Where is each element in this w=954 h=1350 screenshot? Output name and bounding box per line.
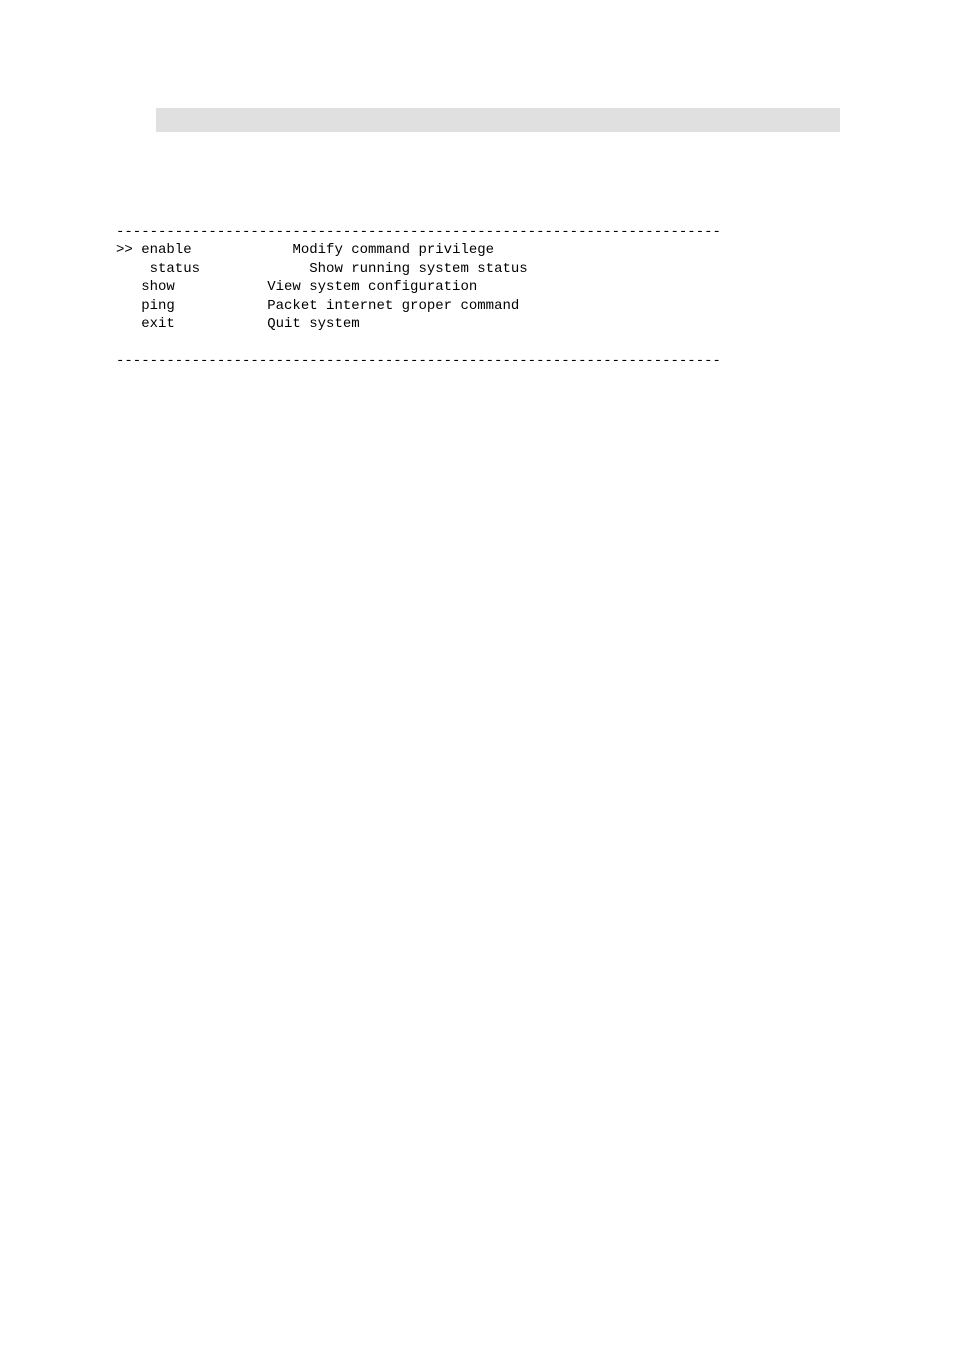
cmd-name: ping (116, 298, 175, 314)
terminal-output: ----------------------------------------… (116, 204, 838, 389)
cmd-desc: View system configuration (175, 279, 477, 295)
header-bar (156, 108, 840, 132)
cmd-row: exit Quit system (116, 315, 838, 334)
cmd-desc: Modify command privilege (192, 242, 494, 258)
page-container: ----------------------------------------… (0, 0, 954, 1350)
cmd-row: show View system configuration (116, 278, 838, 297)
cmd-desc: Show running system status (200, 261, 528, 277)
rule-bottom: ----------------------------------------… (116, 353, 721, 369)
rule-top: ----------------------------------------… (116, 224, 721, 240)
cmd-row: >> enable Modify command privilege (116, 241, 838, 260)
cmd-desc: Quit system (175, 316, 360, 332)
cmd-name: status (116, 261, 200, 277)
cmd-name: exit (116, 316, 175, 332)
cmd-row: ping Packet internet groper command (116, 297, 838, 316)
cmd-name: show (116, 279, 175, 295)
cmd-name: >> enable (116, 242, 192, 258)
cmd-row: status Show running system status (116, 260, 838, 279)
cmd-desc: Packet internet groper command (175, 298, 519, 314)
